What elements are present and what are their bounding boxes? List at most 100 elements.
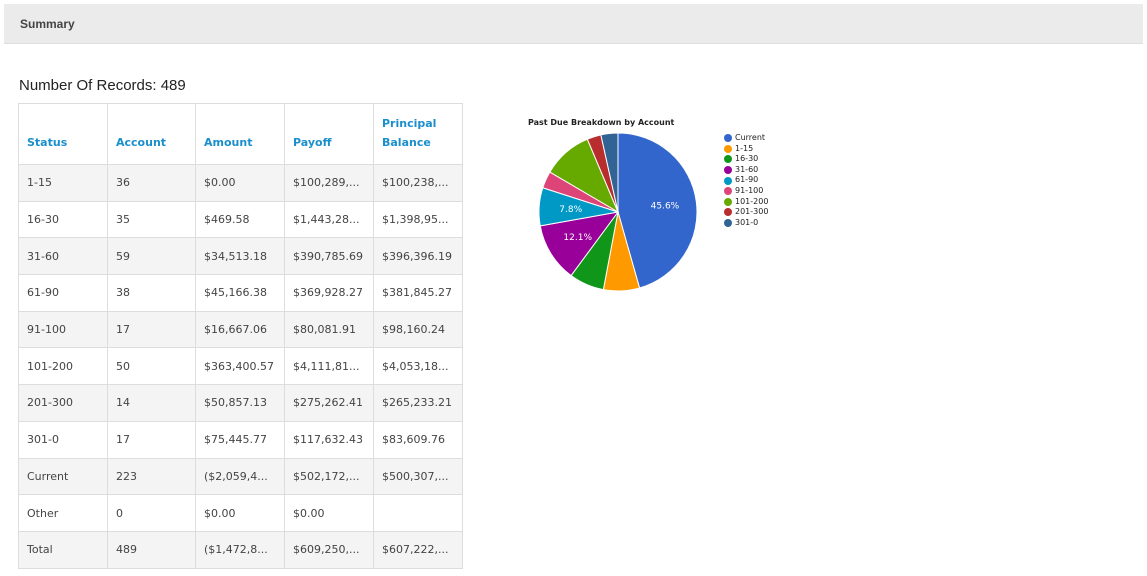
cell-payoff: $100,289,... xyxy=(284,164,374,202)
cell-amount: $363,400.57 xyxy=(195,347,285,386)
cell-status: Other xyxy=(18,494,108,532)
legend-item[interactable]: 201-300 xyxy=(724,207,768,218)
cell-payoff: $117,632.43 xyxy=(284,420,374,459)
chart-legend: Current 1-15 16-30 31-60 61-90 91-100 101-200 2… xyxy=(724,133,768,228)
legend-swatch xyxy=(724,187,732,196)
column-header-amount[interactable]: Amount xyxy=(195,103,285,165)
cell-payoff: $1,443,28... xyxy=(284,200,374,239)
pie-chart: Past Due Breakdown by Account 45.6% 12.1%… xyxy=(520,112,820,302)
pie-slice-31-60[interactable] xyxy=(539,211,620,277)
legend-swatch xyxy=(724,197,732,206)
pie-slice-current[interactable] xyxy=(617,132,698,289)
summary-table: Status Account Amount Payoff Principal B… xyxy=(18,103,463,569)
cell-payoff: $275,262.41 xyxy=(284,384,374,422)
column-header-payoff[interactable]: Payoff xyxy=(284,103,374,165)
legend-item[interactable]: 16-30 xyxy=(724,154,768,165)
cell-payoff: $369,928.27 xyxy=(284,274,374,312)
cell-status: 91-100 xyxy=(18,310,108,349)
legend-item[interactable]: 1-15 xyxy=(724,144,768,155)
cell-status: 301-0 xyxy=(18,420,108,459)
pie-data-label: 7.8% xyxy=(559,205,582,215)
table-row[interactable]: 201-300 14 $50,857.13 $275,262.41 $265,233.2… xyxy=(18,384,463,422)
cell-payoff: $609,250,... xyxy=(284,530,374,569)
cell-status: 101-200 xyxy=(18,347,108,386)
legend-label: 1-15 xyxy=(735,143,754,153)
summary-title: Summary xyxy=(20,17,75,31)
cell-amount: $50,857.13 xyxy=(195,384,285,422)
cell-amount: $45,166.38 xyxy=(195,274,285,312)
cell-payoff: $80,081.91 xyxy=(284,310,374,349)
cell-payoff: $0.00 xyxy=(284,494,374,532)
chart-title: Past Due Breakdown by Account xyxy=(528,118,675,127)
legend-label: 201-300 xyxy=(735,207,769,217)
cell-account: 17 xyxy=(107,310,196,349)
table-header-row: Status Account Amount Payoff Principal B… xyxy=(18,103,463,165)
summary-header: Summary xyxy=(4,4,1143,44)
table-row[interactable]: Current 223 ($2,059,4... $502,172,... $500,3… xyxy=(18,457,463,496)
legend-item[interactable]: 101-200 xyxy=(724,197,768,208)
cell-account: 0 xyxy=(107,494,196,532)
cell-principal-balance: $381,845.27 xyxy=(373,274,463,312)
legend-item[interactable]: 61-90 xyxy=(724,175,768,186)
table-row[interactable]: 1-15 36 $0.00 $100,289,... $100,238,... xyxy=(18,164,463,202)
table-row[interactable]: 16-30 35 $469.58 $1,443,28... $1,398,95... xyxy=(18,200,463,239)
pie-data-label: 45.6% xyxy=(651,201,680,211)
cell-payoff: $390,785.69 xyxy=(284,237,374,276)
legend-swatch xyxy=(724,176,732,185)
cell-status: 61-90 xyxy=(18,274,108,312)
pie-svg: 45.6% 12.1% 7.8% xyxy=(538,132,698,292)
cell-principal-balance: $1,398,95... xyxy=(373,200,463,239)
cell-amount: ($2,059,4... xyxy=(195,457,285,496)
cell-account: 14 xyxy=(107,384,196,422)
cell-principal-balance: $98,160.24 xyxy=(373,310,463,349)
cell-payoff: $4,111,81... xyxy=(284,347,374,386)
cell-status: Current xyxy=(18,457,108,496)
legend-label: 31-60 xyxy=(735,164,759,174)
cell-payoff: $502,172,... xyxy=(284,457,374,496)
legend-item[interactable]: 301-0 xyxy=(724,218,768,229)
cell-account: 50 xyxy=(107,347,196,386)
cell-account: 17 xyxy=(107,420,196,459)
cell-status: 201-300 xyxy=(18,384,108,422)
cell-account: 35 xyxy=(107,200,196,239)
legend-label: 301-0 xyxy=(735,217,759,227)
cell-account: 38 xyxy=(107,274,196,312)
table-row[interactable]: 61-90 38 $45,166.38 $369,928.27 $381,845.27 xyxy=(18,274,463,312)
cell-account: 36 xyxy=(107,164,196,202)
pie-slice-301-0[interactable] xyxy=(600,132,619,213)
legend-label: Current xyxy=(735,133,766,142)
cell-principal-balance: $265,233.21 xyxy=(373,384,463,422)
cell-account: 489 xyxy=(107,530,196,569)
table-row[interactable]: 101-200 50 $363,400.57 $4,111,81... $4,053,1… xyxy=(18,347,463,386)
cell-principal-balance: $607,222,... xyxy=(373,530,463,569)
cell-amount: $34,513.18 xyxy=(195,237,285,276)
cell-status: 1-15 xyxy=(18,164,108,202)
pie-data-label: 12.1% xyxy=(563,233,592,243)
column-header-account[interactable]: Account xyxy=(107,103,196,165)
cell-amount: $0.00 xyxy=(195,164,285,202)
cell-status: 16-30 xyxy=(18,200,108,239)
legend-label: 61-90 xyxy=(735,175,759,185)
legend-swatch xyxy=(724,155,732,164)
cell-account: 59 xyxy=(107,237,196,276)
table-row[interactable]: 301-0 17 $75,445.77 $117,632.43 $83,609.76 xyxy=(18,420,463,459)
table-row[interactable]: 31-60 59 $34,513.18 $390,785.69 $396,396.19 xyxy=(18,237,463,276)
legend-item[interactable]: 91-100 xyxy=(724,186,768,197)
cell-amount: $469.58 xyxy=(195,200,285,239)
legend-swatch xyxy=(724,166,732,175)
column-header-status[interactable]: Status xyxy=(18,103,108,165)
table-row[interactable]: Other 0 $0.00 $0.00 xyxy=(18,494,463,532)
legend-item[interactable]: Current xyxy=(724,133,768,144)
cell-amount: $0.00 xyxy=(195,494,285,532)
column-header-principal-balance[interactable]: Principal Balance xyxy=(373,103,463,165)
table-row[interactable]: Total 489 ($1,472,8... $609,250,... $607,222… xyxy=(18,530,463,569)
table-row[interactable]: 91-100 17 $16,667.06 $80,081.91 $98,160.24 xyxy=(18,310,463,349)
cell-account: 223 xyxy=(107,457,196,496)
cell-status: 31-60 xyxy=(18,237,108,276)
cell-status: Total xyxy=(18,530,108,569)
cell-principal-balance: $83,609.76 xyxy=(373,420,463,459)
cell-principal-balance: $100,238,... xyxy=(373,164,463,202)
cell-amount: $75,445.77 xyxy=(195,420,285,459)
legend-swatch xyxy=(724,208,732,217)
legend-item[interactable]: 31-60 xyxy=(724,165,768,176)
